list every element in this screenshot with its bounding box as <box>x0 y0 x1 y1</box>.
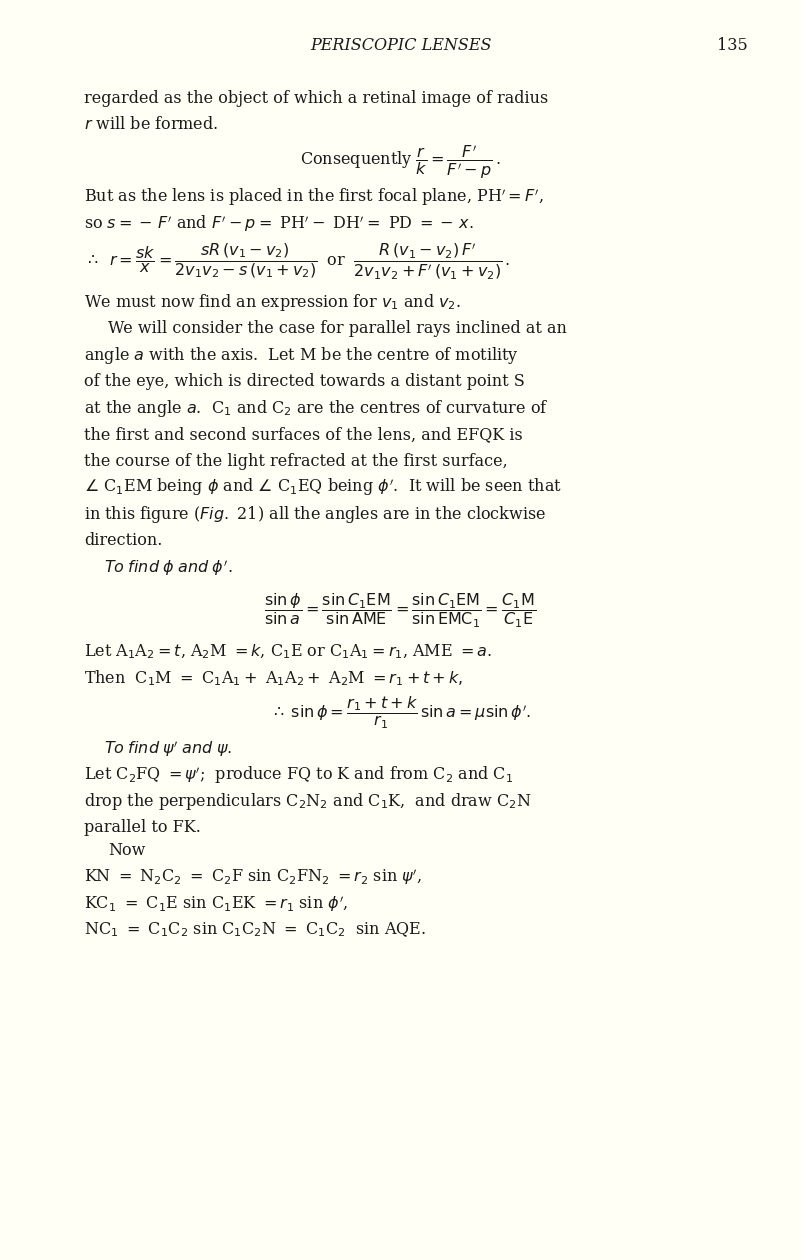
Text: Consequently $\dfrac{r}{k} = \dfrac{F'}{F'-p}\,.$: Consequently $\dfrac{r}{k} = \dfrac{F'}{… <box>300 142 501 180</box>
Text: Then  C$_1$M $=$ C$_1$A$_1 +$ A$_1$A$_2 +$ A$_2$M $= r_1 + t + k,$: Then C$_1$M $=$ C$_1$A$_1 +$ A$_1$A$_2 +… <box>84 668 463 688</box>
Text: $\mathit{To\;find}\;\psi'\;\mathit{and}\;\psi.$: $\mathit{To\;find}\;\psi'\;\mathit{and}\… <box>104 738 232 759</box>
Text: $\therefore\;\sin\phi = \dfrac{r_1 + t + k}{r_1}\,\sin a = \mu\sin\phi'.$: $\therefore\;\sin\phi = \dfrac{r_1 + t +… <box>270 696 531 731</box>
Text: PERISCOPIC LENSES: PERISCOPIC LENSES <box>310 37 491 54</box>
Text: parallel to FK.: parallel to FK. <box>84 819 201 837</box>
Text: $\angle$ C$_1$EM being $\phi$ and $\angle$ C$_1$EQ being $\phi'$.  It will be se: $\angle$ C$_1$EM being $\phi$ and $\angl… <box>84 478 562 498</box>
Text: Now: Now <box>108 842 146 859</box>
Text: $\therefore\;\; r = \dfrac{sk}{x} = \dfrac{sR\,(v_1 - v_2)}{2v_1 v_2 - s\,(v_1 +: $\therefore\;\; r = \dfrac{sk}{x} = \dfr… <box>84 241 510 281</box>
Text: drop the perpendiculars C$_2$N$_2$ and C$_1$K,  and draw C$_2$N: drop the perpendiculars C$_2$N$_2$ and C… <box>84 791 532 811</box>
Text: regarded as the object of which a retinal image of radius: regarded as the object of which a retina… <box>84 89 549 107</box>
Text: at the angle $a$.  C$_1$ and C$_2$ are the centres of curvature of: at the angle $a$. C$_1$ and C$_2$ are th… <box>84 398 549 418</box>
Text: 135: 135 <box>717 37 747 54</box>
Text: Let A$_1$A$_2 = t$, A$_2$M $= k$, C$_1$E or C$_1$A$_1 = r_1$, AME $= a.$: Let A$_1$A$_2 = t$, A$_2$M $= k$, C$_1$E… <box>84 643 492 660</box>
Text: the course of the light refracted at the first surface,: the course of the light refracted at the… <box>84 452 508 470</box>
Text: $r$ will be formed.: $r$ will be formed. <box>84 116 219 134</box>
Text: We must now find an expression for $v_1$ and $v_2$.: We must now find an expression for $v_1$… <box>84 292 461 312</box>
Text: Let C$_2$FQ $= \psi'$;  produce FQ to K and from C$_2$ and C$_1$: Let C$_2$FQ $= \psi'$; produce FQ to K a… <box>84 765 513 785</box>
Text: But as the lens is placed in the first focal plane, PH$' = F'$,: But as the lens is placed in the first f… <box>84 188 544 208</box>
Text: angle $a$ with the axis.  Let M be the centre of motility: angle $a$ with the axis. Let M be the ce… <box>84 345 519 365</box>
Text: in this figure ($\mathit{Fig}.$ 21) all the angles are in the clockwise: in this figure ($\mathit{Fig}.$ 21) all … <box>84 504 546 524</box>
Text: KN $=$ N$_2$C$_2$ $=$ C$_2$F sin C$_2$FN$_2$ $= r_2$ sin $\psi'$,: KN $=$ N$_2$C$_2$ $=$ C$_2$F sin C$_2$FN… <box>84 867 422 887</box>
Text: $\mathit{To\;find}\;\phi\;\mathit{and}\;\phi'.$: $\mathit{To\;find}\;\phi\;\mathit{and}\;… <box>104 558 232 578</box>
Text: so $s = -\, F'$ and $F' - p =$ PH$' -$ DH$' =$ PD $= -\, x.$: so $s = -\, F'$ and $F' - p =$ PH$' -$ D… <box>84 214 473 234</box>
Text: NC$_1$ $=$ C$_1$C$_2$ sin C$_1$C$_2$N $=$ C$_1$C$_2$  sin AQE.: NC$_1$ $=$ C$_1$C$_2$ sin C$_1$C$_2$N $=… <box>84 921 426 939</box>
Text: $\dfrac{\sin\phi}{\sin a} = \dfrac{\sin C_1\mathrm{EM}}{\sin\mathrm{AME}} = \dfr: $\dfrac{\sin\phi}{\sin a} = \dfrac{\sin … <box>264 592 537 630</box>
Text: KC$_1$ $=$ C$_1$E sin C$_1$EK $= r_1$ sin $\phi'$,: KC$_1$ $=$ C$_1$E sin C$_1$EK $= r_1$ si… <box>84 893 348 913</box>
Text: of the eye, which is directed towards a distant point S: of the eye, which is directed towards a … <box>84 373 525 391</box>
Text: We will consider the case for parallel rays inclined at an: We will consider the case for parallel r… <box>108 320 567 338</box>
Text: direction.: direction. <box>84 532 163 549</box>
Text: the first and second surfaces of the lens, and EFQK is: the first and second surfaces of the len… <box>84 426 523 444</box>
